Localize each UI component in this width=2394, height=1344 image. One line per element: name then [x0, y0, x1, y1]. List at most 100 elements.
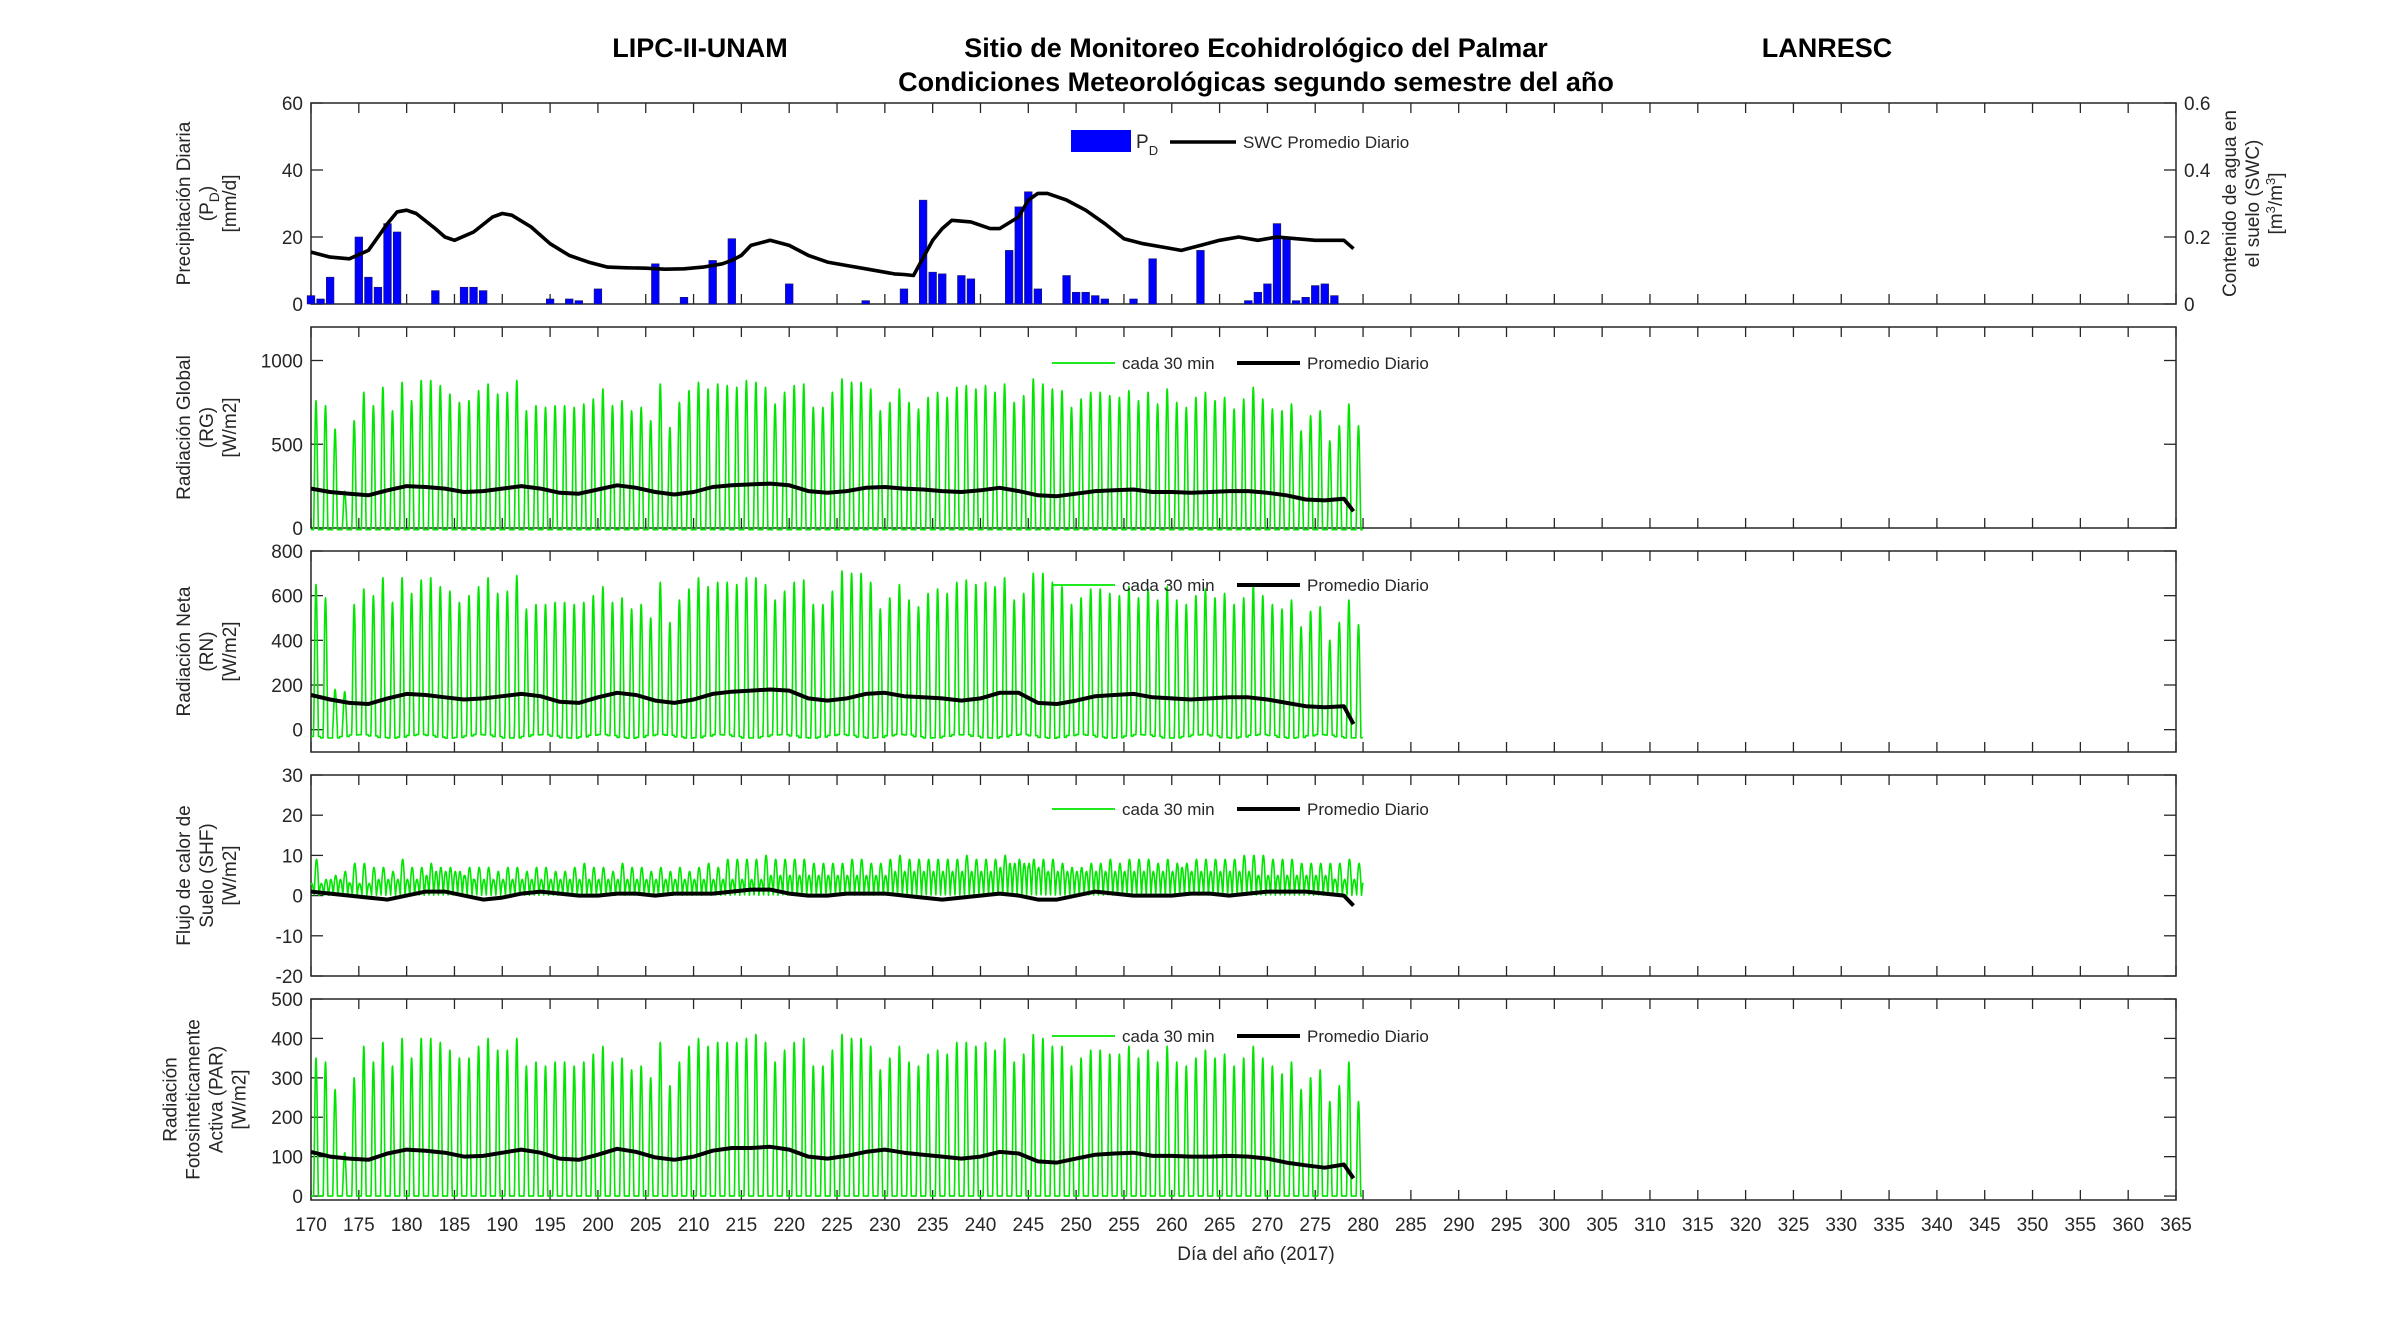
precip-bar	[1081, 291, 1090, 305]
precip-ytick-label: 40	[282, 161, 303, 182]
precip-bar	[1033, 288, 1042, 305]
rn-ytick-label: 400	[271, 631, 303, 652]
legend-bar-label: PD	[1136, 132, 1158, 158]
precip-bar	[1100, 298, 1109, 305]
rn-axes-box	[310, 550, 2177, 753]
precip-bar	[928, 271, 937, 305]
precip-bar	[1291, 300, 1301, 305]
precip-bar	[545, 298, 555, 305]
x-tick-label: 235	[917, 1215, 949, 1236]
shf-ylabel-line: Suelo (SHF)	[197, 823, 218, 928]
shf-legend-half-hourly-label: cada 30 min	[1122, 800, 1215, 819]
rn-ylabel-line: [W/m2]	[220, 621, 241, 681]
shf-ylabel-line: Flujo de calor de	[174, 805, 195, 945]
rn-legend-daily-label: Promedio Diario	[1307, 576, 1429, 595]
x-tick-label: 335	[1873, 1215, 1905, 1236]
precip-bar	[1196, 250, 1205, 305]
swc-line	[310, 191, 1355, 278]
precip-bar	[354, 236, 363, 305]
precip-bar	[373, 286, 383, 305]
x-tick-label: 275	[1299, 1215, 1331, 1236]
legend-swc-label: SWC Promedio Diario	[1243, 133, 1409, 152]
rg-legend-daily-label: Promedio Diario	[1307, 354, 1429, 373]
panel-par: 0 100 200 300 400 500 Radiación Fotosinteticame…	[161, 990, 2177, 1208]
rn-half-hourly-line	[310, 570, 1364, 740]
rn-ytick-label: 0	[292, 721, 303, 742]
x-tick-label: 215	[726, 1215, 758, 1236]
precip-ytick-label: 20	[282, 228, 303, 249]
precip-bar	[899, 288, 909, 305]
precip-bar	[708, 260, 717, 305]
precip-bar	[1301, 296, 1310, 305]
par-ytick-label: 500	[271, 990, 303, 1011]
precip-bar	[957, 275, 966, 305]
x-tick-label: 245	[1012, 1215, 1044, 1236]
precip-bar	[679, 296, 689, 305]
x-tick-label: 250	[1060, 1215, 1092, 1236]
precip-bar	[1005, 250, 1014, 305]
precip-bar	[1330, 295, 1339, 305]
precip-bar	[306, 295, 316, 305]
x-tick-label: 220	[773, 1215, 805, 1236]
x-tick-label: 345	[1969, 1215, 2001, 1236]
shf-ytick-label: 20	[282, 806, 303, 827]
precip-ytick-label: 0	[292, 295, 303, 316]
x-tick-label: 260	[1156, 1215, 1188, 1236]
panels: 0 20 40 60 Precipitación Diaria (PD) [mm/d] 0 0.…	[161, 94, 2288, 1208]
precip-bar	[1263, 283, 1272, 305]
par-ytick-label: 100	[271, 1148, 303, 1169]
precip-bar	[392, 231, 402, 305]
precip-bar	[966, 278, 976, 305]
x-tick-label: 365	[2160, 1215, 2192, 1236]
par-ylabel-line: [W/m2]	[230, 1069, 251, 1129]
precip-y2tick-label: 0.4	[2184, 161, 2211, 182]
precip-bar	[364, 276, 373, 305]
x-tick-label: 340	[1921, 1215, 1953, 1236]
precip-y2label-unit: [m3/m3]	[2263, 173, 2287, 235]
shf-ytick-label: -10	[276, 927, 303, 948]
x-tick-label: 280	[1347, 1215, 1379, 1236]
rn-ytick-label: 200	[271, 676, 303, 697]
x-tick-label: 295	[1491, 1215, 1523, 1236]
precip-bar	[861, 300, 870, 305]
header-right: LANRESC	[1762, 33, 1893, 63]
rn-ytick-label: 800	[271, 542, 303, 563]
x-tick-label: 300	[1538, 1215, 1570, 1236]
x-tick-label: 190	[486, 1215, 518, 1236]
precip-bar	[383, 223, 392, 305]
x-axis-tick-labels: 170 175 180 185 190 195 200 205 210 215 220 225 230 2…	[295, 1215, 2192, 1236]
par-legend-daily-label: Promedio Diario	[1307, 1027, 1429, 1046]
rg-ytick-label: 1000	[261, 352, 303, 373]
par-ytick-label: 400	[271, 1029, 303, 1050]
precip-y2tick-label: 0	[2184, 295, 2195, 316]
x-tick-label: 360	[2112, 1215, 2144, 1236]
rg-ylabel-line: Radiación Global	[174, 355, 195, 500]
rg-daily-mean-line	[310, 481, 1356, 513]
precip-bar	[1148, 258, 1157, 305]
par-ytick-label: 0	[292, 1187, 303, 1208]
x-tick-label: 185	[439, 1215, 471, 1236]
x-tick-label: 330	[1825, 1215, 1857, 1236]
precip-ylabel-line: (PD)	[197, 186, 222, 221]
precip-bar	[651, 263, 660, 305]
precip-bar	[479, 290, 488, 305]
precip-bar	[1129, 298, 1138, 305]
par-ylabel-line: Radiación	[161, 1057, 182, 1142]
precip-bar	[431, 290, 440, 305]
x-tick-label: 180	[391, 1215, 423, 1236]
x-tick-label: 285	[1395, 1215, 1427, 1236]
precip-y2tick-label: 0.6	[2184, 94, 2210, 115]
precip-bar	[574, 300, 583, 305]
shf-axes-box	[310, 774, 2177, 977]
x-tick-label: 230	[869, 1215, 901, 1236]
rg-ytick-label: 500	[271, 435, 303, 456]
precip-y2label-line: Contenido de agua en	[2220, 110, 2241, 297]
panel-shf: -20 -10 0 10 20 30 Flujo de calor de Suelo (SHF…	[174, 766, 2177, 988]
precip-axes-box	[310, 102, 2177, 305]
rg-ylabel-line: [W/m2]	[220, 397, 241, 457]
x-tick-label: 355	[2065, 1215, 2097, 1236]
x-tick-label: 310	[1634, 1215, 1666, 1236]
rn-ytick-label: 600	[271, 587, 303, 608]
precip-bar	[1272, 223, 1282, 305]
